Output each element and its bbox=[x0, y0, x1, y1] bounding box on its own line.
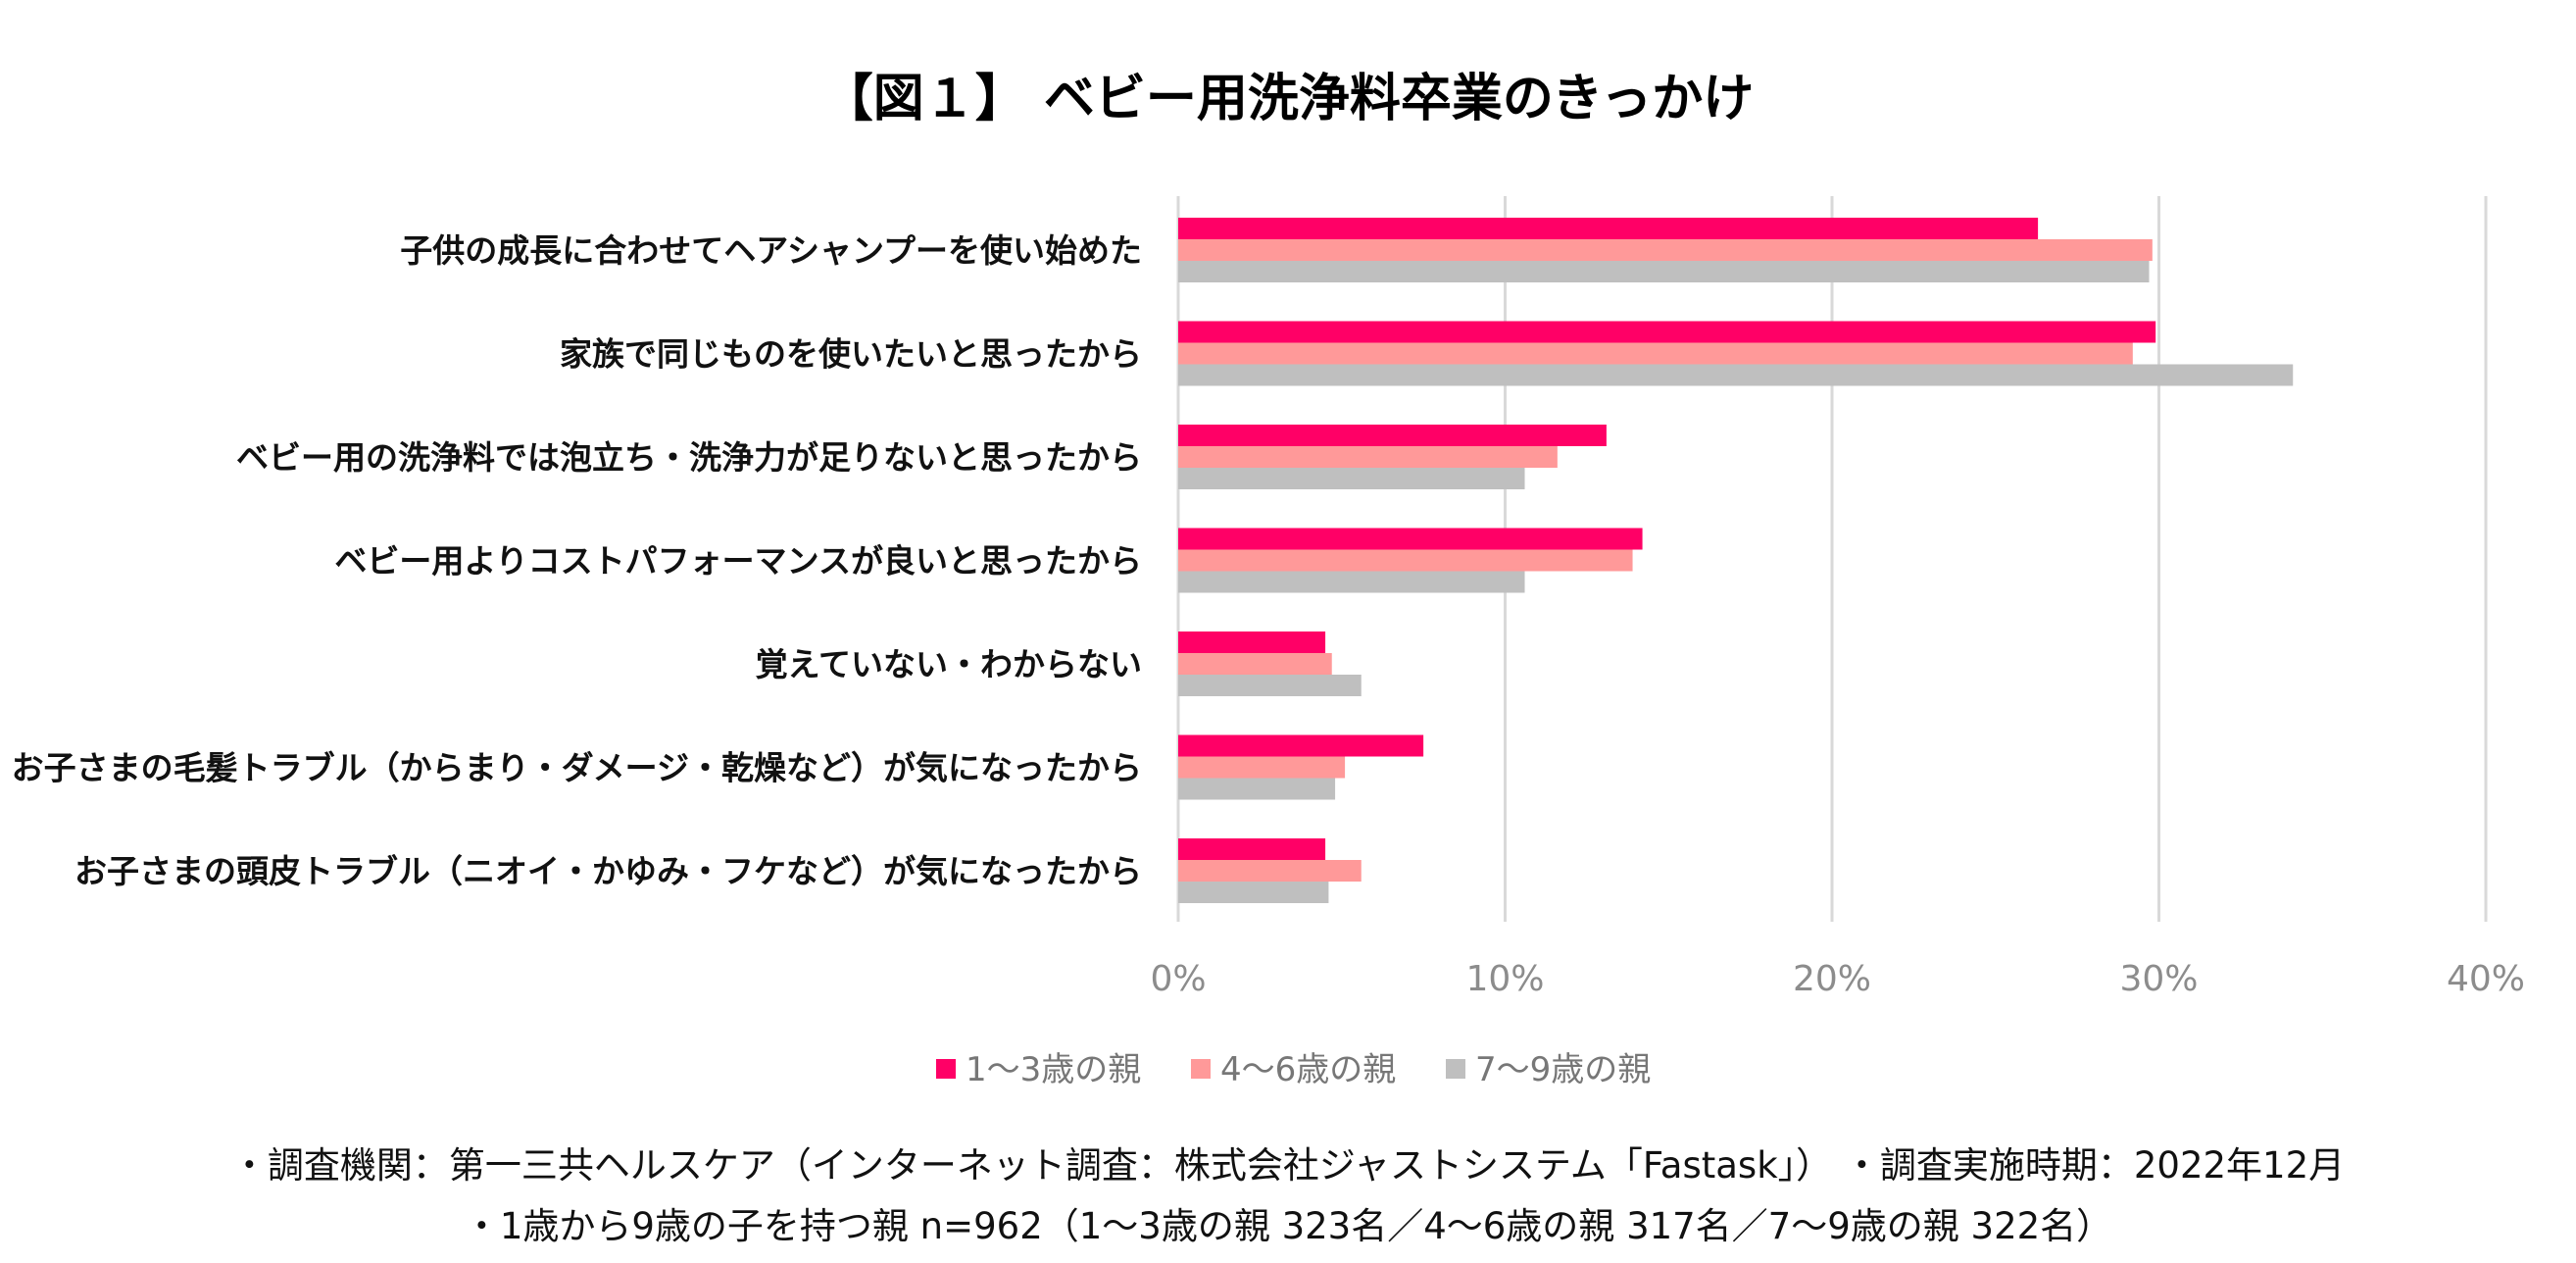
bar-3-4 bbox=[1178, 571, 1525, 593]
category-label: お子さまの頭皮トラブル（ニオイ・かゆみ・フケなど）が気になったから bbox=[74, 852, 1142, 890]
bar-2-1 bbox=[1178, 239, 2153, 261]
bar-1-3 bbox=[1178, 425, 1607, 446]
category-label: 覚えていない・わからない bbox=[756, 645, 1142, 683]
category-label: 子供の成長に合わせてヘアシャンプーを使い始めた bbox=[400, 231, 1142, 270]
legend-swatch bbox=[936, 1059, 956, 1079]
bar-3-2 bbox=[1178, 364, 2294, 386]
survey-note-1: ・調査機関：第一三共ヘルスケア（インターネット調査：株式会社ジャストシステム「F… bbox=[230, 1144, 2346, 1187]
legend-swatch bbox=[1191, 1059, 1211, 1079]
survey-note-2: ・1歳から9歳の子を持つ親 n=962（1～3歳の親 323名／4～6歳の親 3… bbox=[463, 1205, 2113, 1247]
bar-2-3 bbox=[1178, 446, 1558, 468]
category-label: ベビー用の洗浄料では泡立ち・洗浄力が足りないと思ったから bbox=[236, 438, 1142, 477]
bar-3-1 bbox=[1178, 261, 2150, 282]
x-tick-label: 10% bbox=[1465, 959, 1544, 999]
bar-1-4 bbox=[1178, 528, 1643, 550]
bar-3-5 bbox=[1178, 675, 1362, 696]
bar-1-7 bbox=[1178, 838, 1326, 860]
bar-3-6 bbox=[1178, 778, 1336, 800]
bar-2-7 bbox=[1178, 860, 1362, 882]
x-tick-label: 20% bbox=[1793, 959, 1871, 999]
bar-2-6 bbox=[1178, 756, 1346, 779]
bar-3-7 bbox=[1178, 882, 1329, 903]
x-tick-label: 40% bbox=[2447, 959, 2525, 999]
bar-2-5 bbox=[1178, 653, 1332, 675]
category-label: 家族で同じものを使いたいと思ったから bbox=[560, 335, 1142, 374]
bar-3-3 bbox=[1178, 468, 1525, 489]
bar-1-5 bbox=[1178, 632, 1326, 653]
legend-label: 1～3歳の親 bbox=[966, 1050, 1141, 1089]
bar-2-4 bbox=[1178, 549, 1633, 572]
category-label: お子さまの毛髪トラブル（からまり・ダメージ・乾燥など）が気になったから bbox=[12, 749, 1142, 787]
x-tick-label: 0% bbox=[1150, 959, 1206, 999]
bar-2-2 bbox=[1178, 342, 2133, 365]
chart-title: 【図１】 ベビー用洗浄料卒業のきっかけ bbox=[821, 70, 1755, 128]
bar-1-2 bbox=[1178, 321, 2156, 343]
bar-1-6 bbox=[1178, 734, 1424, 757]
legend-label: 4～6歳の親 bbox=[1220, 1050, 1396, 1089]
x-tick-label: 30% bbox=[2119, 959, 2198, 999]
category-label: ベビー用よりコストパフォーマンスが良いと思ったから bbox=[334, 542, 1142, 581]
legend-swatch bbox=[1446, 1059, 1465, 1079]
bar-1-1 bbox=[1178, 218, 2039, 239]
legend-label: 7～9歳の親 bbox=[1475, 1050, 1651, 1089]
